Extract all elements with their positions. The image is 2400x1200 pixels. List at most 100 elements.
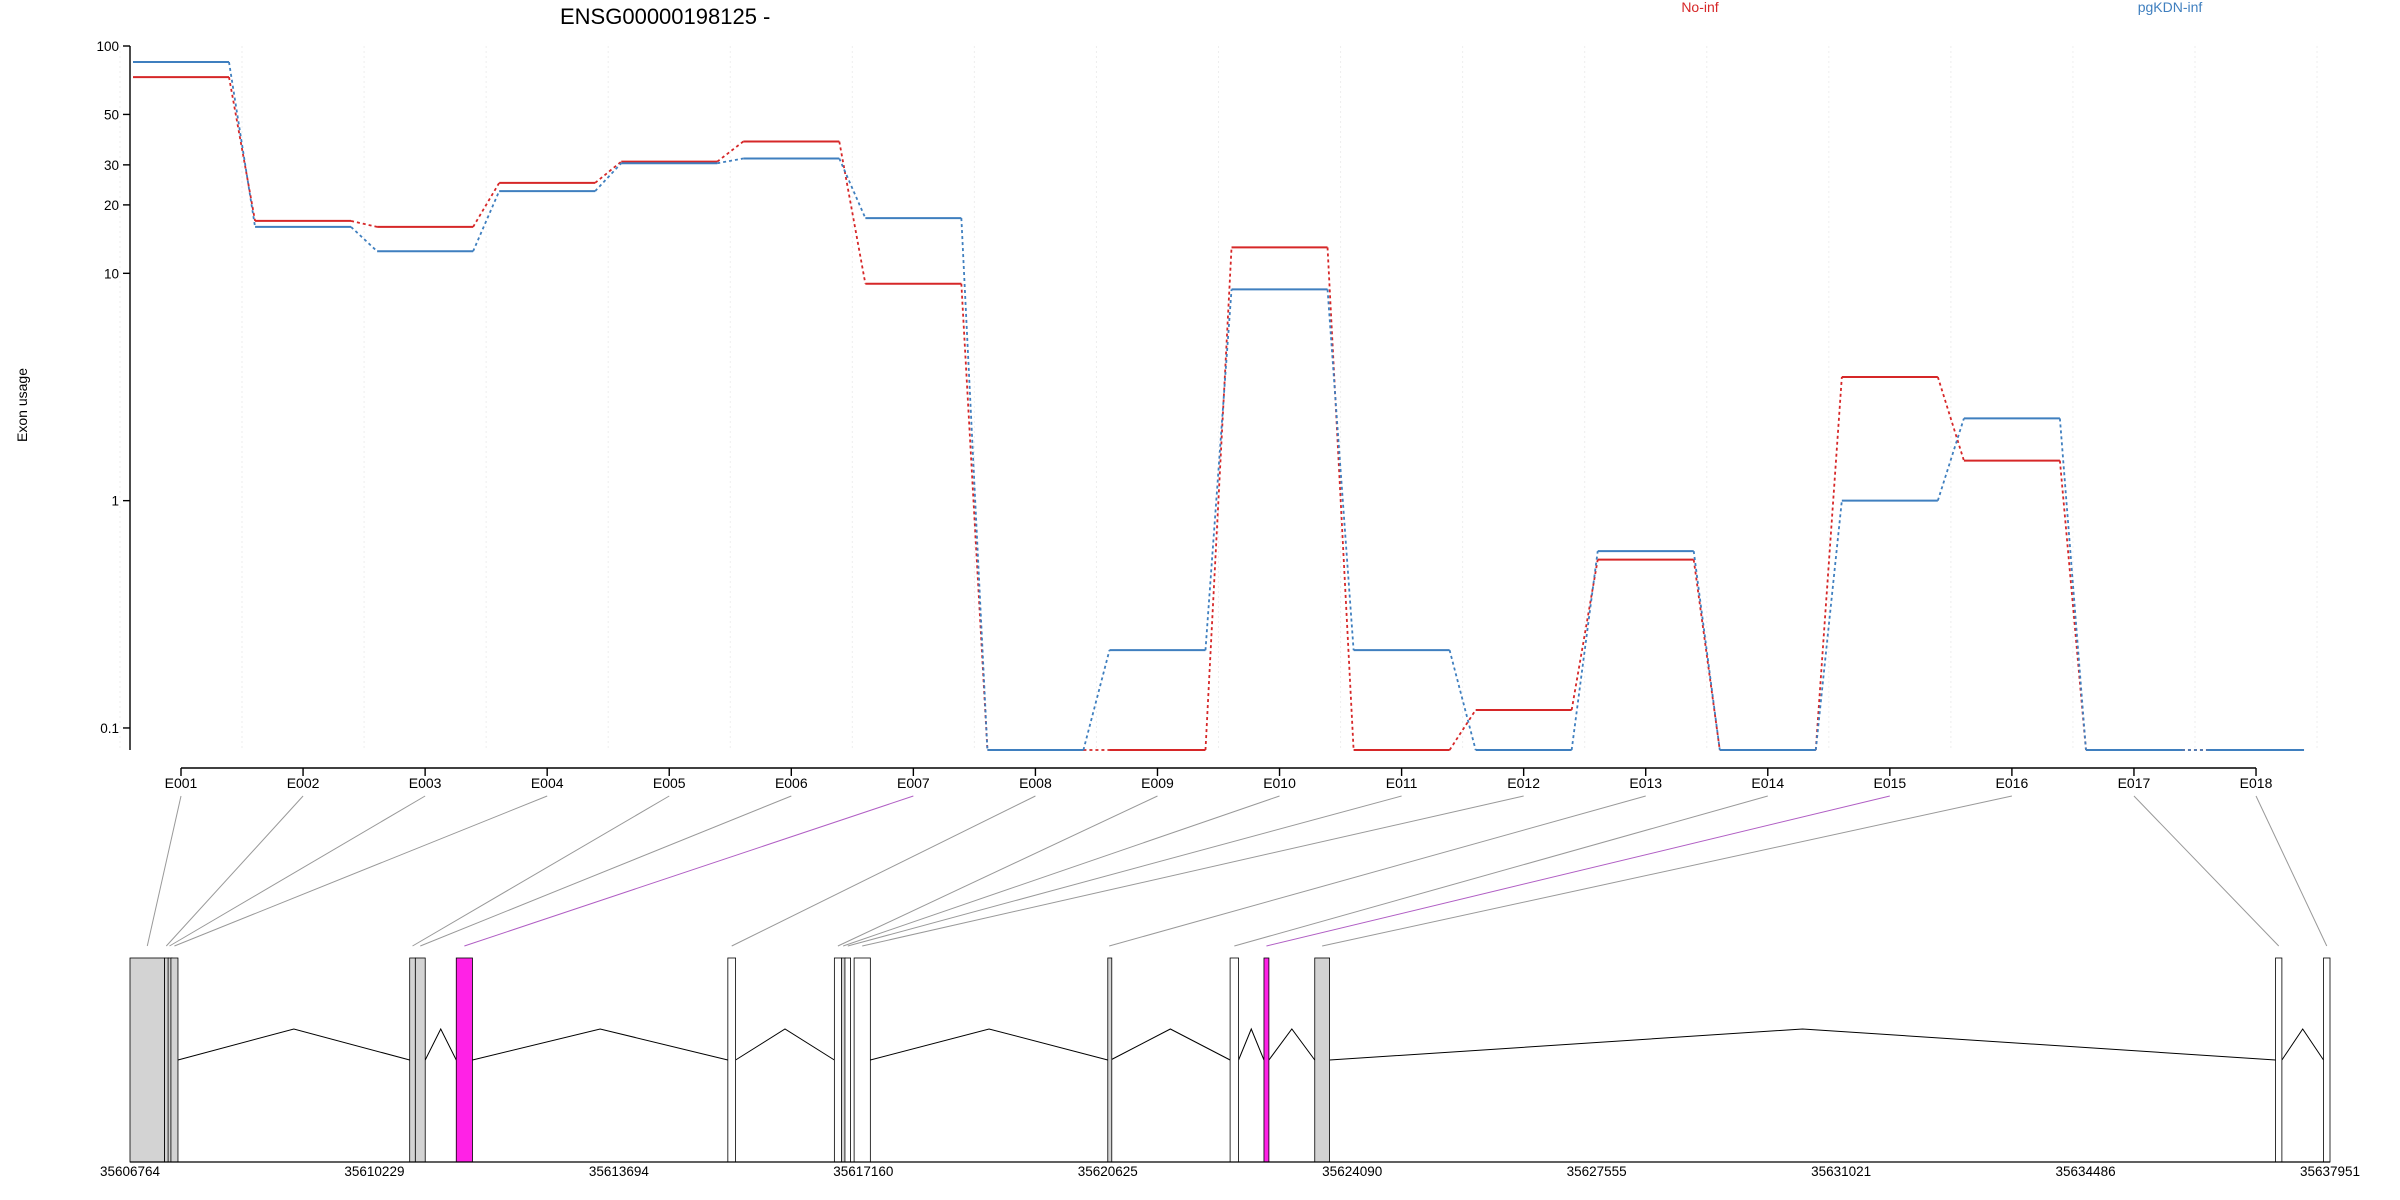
x-tick-label: E013 xyxy=(1629,775,1662,791)
series-connector xyxy=(838,141,867,284)
coord-tick-label: 35620625 xyxy=(1078,1164,1138,1179)
x-tick-label: E004 xyxy=(531,775,564,791)
exon-box-E006 xyxy=(414,957,426,1163)
x-tick-label: E014 xyxy=(1751,775,1784,791)
x-tick-label: E003 xyxy=(409,775,442,791)
y-tick-label: 0.1 xyxy=(100,721,119,736)
exon-connector xyxy=(1322,795,2013,947)
exon-box-E012 xyxy=(853,957,871,1163)
x-tick-label: E010 xyxy=(1263,775,1296,791)
series-connector xyxy=(1936,418,1965,501)
x-tick-label: E001 xyxy=(165,775,198,791)
x-axis: E001 E002 E003 E004 E005 E006 E007 E008 E009 E010… xyxy=(165,767,2273,791)
intron xyxy=(177,1028,410,1061)
series-connector xyxy=(1204,289,1233,651)
series-connector xyxy=(228,76,256,222)
exon-box-E017 xyxy=(2275,957,2283,1163)
x-tick-label: E012 xyxy=(1507,775,1540,791)
series-connector xyxy=(2059,418,2087,751)
exon-connector xyxy=(843,795,1280,947)
series-connector xyxy=(1936,376,1965,461)
intron xyxy=(1238,1027,1265,1061)
intron xyxy=(870,1028,1108,1061)
x-tick-label: E005 xyxy=(653,775,686,791)
coord-tick-label: 35617160 xyxy=(833,1164,893,1179)
coord-tick-label: 35637951 xyxy=(2300,1164,2360,1179)
gene-model xyxy=(129,957,2331,1163)
y-tick-label: 100 xyxy=(96,39,119,54)
x-tick-label: E002 xyxy=(287,775,320,791)
exon-connector xyxy=(2133,795,2280,947)
y-tick-label: 50 xyxy=(104,107,119,122)
coord-tick-label: 35613694 xyxy=(589,1164,650,1179)
exon-box-E011 xyxy=(844,957,851,1163)
y-tick-label: 1 xyxy=(111,494,119,509)
x-tick-label: E015 xyxy=(1873,775,1906,791)
exon-box-E001 xyxy=(129,957,165,1163)
genomic-coordinate-axis: 35606764 35610229 35613694 35617160 35620625… xyxy=(100,1161,2360,1179)
coord-tick-label: 35631021 xyxy=(1811,1164,1871,1179)
exon-connector xyxy=(1109,795,1646,947)
x-tick-label: E016 xyxy=(1996,775,2029,791)
exon-connector xyxy=(731,795,1036,947)
exon-connector xyxy=(862,795,1524,947)
vertical-grid xyxy=(119,46,2318,750)
series-connector xyxy=(472,182,500,228)
coord-tick-label: 35634486 xyxy=(2056,1164,2116,1179)
exon-connector xyxy=(146,795,182,947)
exon-connector xyxy=(464,795,914,947)
intron xyxy=(424,1027,457,1061)
legend-entry: pgKDN-inf xyxy=(2138,0,2203,15)
series-connector xyxy=(1082,649,1111,751)
legend: No-inf pgKDN-inf xyxy=(1681,0,2202,15)
intron xyxy=(1110,1028,1231,1061)
x-tick-label: E008 xyxy=(1019,775,1052,791)
series-connector xyxy=(472,190,501,252)
intron xyxy=(2281,1028,2324,1061)
exon-connector xyxy=(174,795,548,947)
y-axis-label: Exon usage xyxy=(14,368,30,442)
exon-connector xyxy=(837,795,1158,947)
intron xyxy=(1329,1028,2276,1061)
x-tick-label: E017 xyxy=(2118,775,2151,791)
exon-box-E008 xyxy=(727,957,737,1163)
exon-connector xyxy=(2255,795,2328,947)
x-tick-label: E018 xyxy=(2240,775,2273,791)
chart-title: ENSG00000198125 - xyxy=(560,4,770,29)
exon-connector xyxy=(420,795,792,947)
series-connector xyxy=(350,220,378,228)
exon-connectors xyxy=(146,795,2328,947)
series-connector xyxy=(1570,559,1599,711)
series-pgKDN-inf xyxy=(133,61,2305,751)
coord-tick-label: 35624090 xyxy=(1322,1164,1382,1179)
y-tick-label: 30 xyxy=(104,158,119,173)
exon-connector xyxy=(1234,795,1768,947)
x-tick-label: E006 xyxy=(775,775,808,791)
x-tick-label: E009 xyxy=(1141,775,1174,791)
series-connector xyxy=(717,157,744,165)
exon-box-E005 xyxy=(409,957,416,1163)
y-tick-label: 20 xyxy=(104,198,119,213)
exon-connector xyxy=(1266,795,1890,947)
exon-connector xyxy=(169,795,426,947)
exon-box-E009 xyxy=(833,957,842,1163)
intron xyxy=(472,1028,728,1061)
exon-connector xyxy=(412,795,670,947)
exon-box-E013 xyxy=(1107,957,1113,1163)
series-connector xyxy=(594,162,622,192)
series-No-inf xyxy=(133,76,2305,751)
exon-box-E007 xyxy=(455,957,473,1163)
series-connector xyxy=(1448,709,1477,751)
series-connector xyxy=(1814,376,1843,751)
exon-box-E018 xyxy=(2323,957,2331,1163)
exon-connector xyxy=(165,795,304,947)
series-connector xyxy=(1570,550,1599,751)
coord-tick-label: 35606764 xyxy=(100,1164,161,1179)
x-tick-label: E011 xyxy=(1386,775,1418,791)
series-connector xyxy=(228,61,256,228)
exon-box-E014 xyxy=(1229,957,1239,1163)
series-connector xyxy=(1326,289,1355,651)
y-axis: 100 50 30 20 10 1 0.1 xyxy=(96,39,131,750)
series-lines xyxy=(133,61,2305,751)
